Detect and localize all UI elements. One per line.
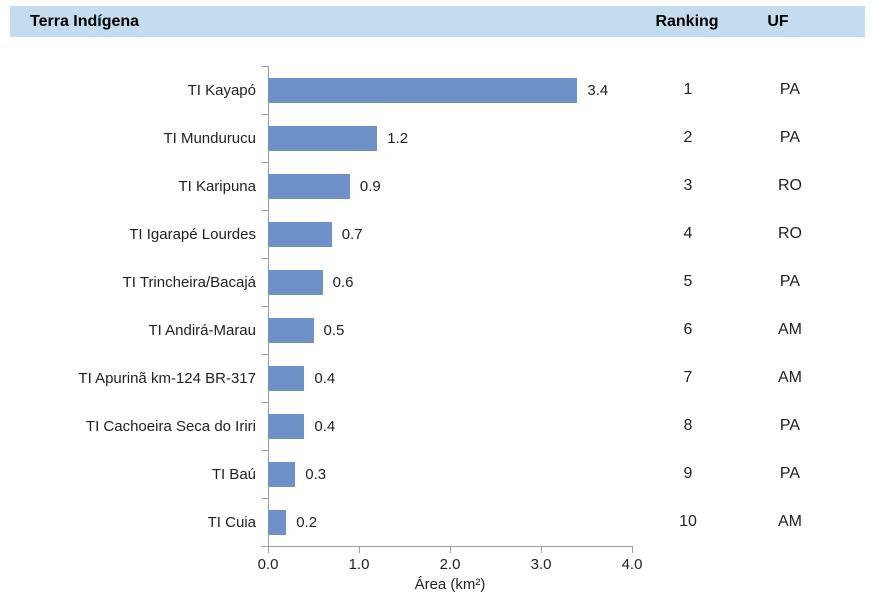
bar xyxy=(268,269,323,295)
ranking-value: 3 xyxy=(683,177,693,194)
y-axis-tick-marks xyxy=(262,66,268,547)
value-label: 1.2 xyxy=(387,129,409,147)
plot-cell: 0.5 xyxy=(268,306,632,354)
category-label: TI Kayapó xyxy=(187,81,256,99)
uf-value: AM xyxy=(778,369,802,386)
table-row: TI Andirá-Marau 0.5 6 AM xyxy=(0,306,875,354)
ranking-value: 7 xyxy=(683,369,693,386)
plot-cell: 0.9 xyxy=(268,162,632,210)
bar xyxy=(268,461,296,487)
ranking-value: 2 xyxy=(683,129,693,146)
plot-cell: 0.3 xyxy=(268,450,632,498)
x-tick-label: 0.0 xyxy=(257,556,279,573)
bar xyxy=(268,173,350,199)
ranking-value: 9 xyxy=(683,465,693,482)
table-row: TI Mundurucu 1.2 2 PA xyxy=(0,114,875,162)
ranking-value: 10 xyxy=(679,513,697,530)
table-row: TI Cachoeira Seca do Iriri 0.4 8 PA xyxy=(0,402,875,450)
uf-value: AM xyxy=(778,321,802,338)
table-row: TI Trincheira/Bacajá 0.6 5 PA xyxy=(0,258,875,306)
ranking-value: 8 xyxy=(683,417,693,434)
value-label: 0.9 xyxy=(359,177,381,195)
table-header-bar: Terra Indígena Ranking UF xyxy=(10,6,865,37)
table-row: TI Igarapé Lourdes 0.7 4 RO xyxy=(0,210,875,258)
x-axis-title: Área (km²) xyxy=(414,576,486,593)
column-header-terra-indigena: Terra Indígena xyxy=(30,13,140,30)
uf-value: AM xyxy=(778,513,802,530)
bar xyxy=(268,413,305,439)
table-row: TI Karipuna 0.9 3 RO xyxy=(0,162,875,210)
category-label: TI Karipuna xyxy=(178,177,256,195)
x-axis-tick-marks xyxy=(268,547,634,553)
column-header-ranking: Ranking xyxy=(655,13,719,30)
ranking-value: 6 xyxy=(683,321,693,338)
bar xyxy=(268,77,578,103)
value-label: 0.4 xyxy=(314,417,336,435)
x-tick-label: 3.0 xyxy=(530,556,552,573)
uf-value: PA xyxy=(779,81,801,98)
uf-value: PA xyxy=(779,465,801,482)
x-axis-line xyxy=(268,546,633,547)
bar xyxy=(268,221,332,247)
value-label: 0.4 xyxy=(314,369,336,387)
x-tick-label: 1.0 xyxy=(348,556,370,573)
column-header-uf: UF xyxy=(767,13,789,30)
plot-cell: 0.4 xyxy=(268,402,632,450)
ranking-value: 1 xyxy=(683,81,693,98)
value-label: 3.4 xyxy=(587,81,609,99)
uf-value: PA xyxy=(779,417,801,434)
bar xyxy=(268,365,305,391)
plot-cell: 3.4 xyxy=(268,66,632,114)
uf-value: PA xyxy=(779,273,801,290)
plot-cell: 0.2 xyxy=(268,498,632,546)
category-label: TI Andirá-Marau xyxy=(148,321,256,339)
value-label: 0.7 xyxy=(341,225,363,243)
table-row: TI Baú 0.3 9 PA xyxy=(0,450,875,498)
y-axis-line xyxy=(268,66,269,546)
value-label: 0.6 xyxy=(332,273,354,291)
table-row: TI Cuia 0.2 10 AM xyxy=(0,498,875,546)
uf-value: PA xyxy=(779,129,801,146)
value-label: 0.3 xyxy=(305,465,327,483)
uf-value: RO xyxy=(778,225,802,242)
uf-value: RO xyxy=(778,177,802,194)
bar xyxy=(268,125,378,151)
category-label: TI Cuia xyxy=(207,513,256,531)
category-label: TI Baú xyxy=(211,465,256,483)
table-row: TI Apurinã km-124 BR-317 0.4 7 AM xyxy=(0,354,875,402)
ranking-value: 4 xyxy=(683,225,693,242)
plot-cell: 0.7 xyxy=(268,210,632,258)
category-label: TI Mundurucu xyxy=(163,129,256,147)
x-tick-label: 4.0 xyxy=(621,556,643,573)
bar xyxy=(268,317,314,343)
value-label: 0.5 xyxy=(323,321,345,339)
category-label: TI Trincheira/Bacajá xyxy=(122,273,256,291)
plot-cell: 0.6 xyxy=(268,258,632,306)
x-tick-label: 2.0 xyxy=(439,556,461,573)
bar xyxy=(268,509,287,535)
category-label: TI Cachoeira Seca do Iriri xyxy=(85,417,256,435)
table-row: TI Kayapó 3.4 1 PA xyxy=(0,66,875,114)
ranking-value: 5 xyxy=(683,273,693,290)
plot-cell: 0.4 xyxy=(268,354,632,402)
category-label: TI Igarapé Lourdes xyxy=(129,225,256,243)
value-label: 0.2 xyxy=(296,513,318,531)
category-label: TI Apurinã km-124 BR-317 xyxy=(78,369,256,387)
bar-chart: TI Kayapó 3.4 1 PA TI Mundurucu 1.2 2 PA… xyxy=(0,66,875,546)
plot-cell: 1.2 xyxy=(268,114,632,162)
